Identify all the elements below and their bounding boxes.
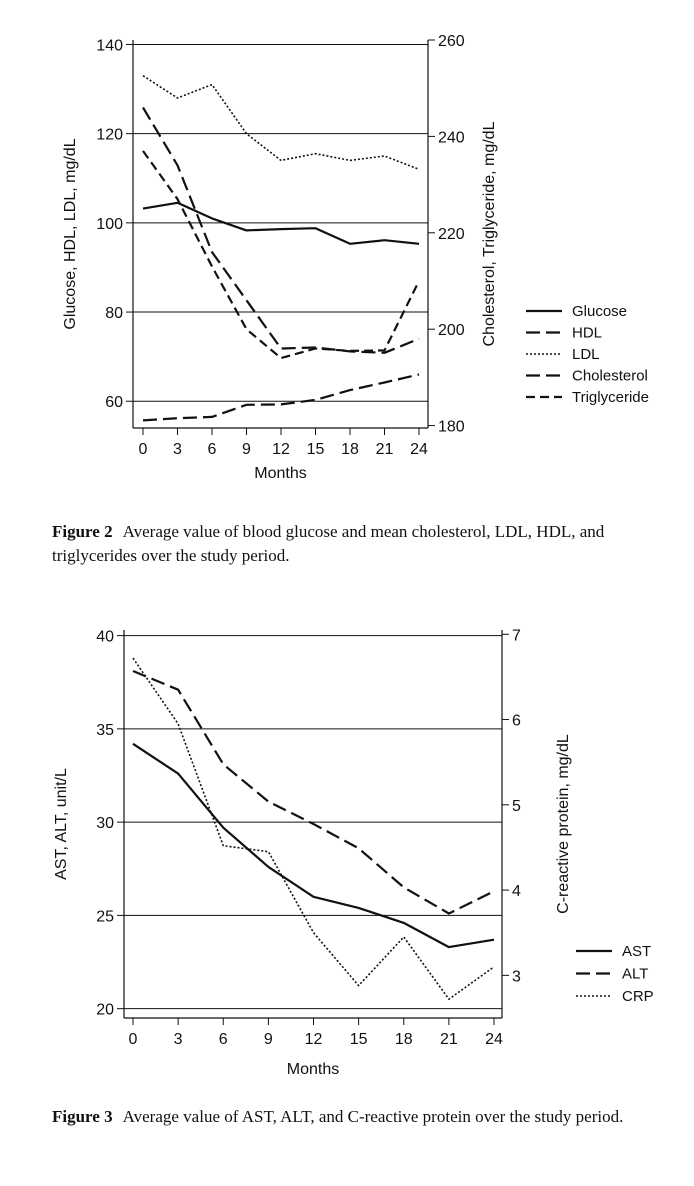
fig2-series-hdl-line [142,373,420,422]
fig3-series-crp-line [132,657,495,1001]
fig2-x-tick-label: 24 [410,441,428,458]
fig3-x-tick-label: 15 [350,1031,368,1048]
fig3-x-tick-label: 24 [485,1031,503,1048]
fig2-series-cholesterol-line [142,106,420,354]
figure-2-label: Figure 2 [52,522,113,541]
fig3-y-tick-label-right: 5 [512,798,521,815]
fig3-y-tick-label-left: 40 [96,629,114,646]
fig2-y-tick-label-left: 140 [96,37,123,54]
fig3-x-tick-label: 18 [395,1031,413,1048]
fig3-x-tick-label: 9 [264,1031,273,1048]
fig2-x-tick-label: 12 [272,441,290,458]
figure-3-chart: 20 25 30 35 40 3 4 5 6 7 0 3 6 9 12 15 18 21 24 Months AST, … [53,627,654,1078]
fig2-y-tick-label-right: 200 [438,322,465,339]
figure-2-chart: 60 80 100 120 140 180 200 220 240 260 0 3 6 9 12 15 18 21… [62,33,649,482]
fig3-x-axis-title: Months [287,1061,339,1078]
fig2-y-tick-label-left: 60 [105,394,123,411]
fig3-y-tick-label-left: 35 [96,722,114,739]
fig2-x-tick-label: 18 [341,441,359,458]
fig2-legend-label-hdl: HDL [572,325,602,342]
fig2-y-tick-label-right: 240 [438,129,465,146]
fig2-legend-label-triglyceride: Triglyceride [572,389,649,406]
fig3-y-axis-title-left: AST, ALT, unit/L [53,768,70,880]
fig3-x-tick-label: 6 [219,1031,228,1048]
fig3-y-tick-label-right: 6 [512,713,521,730]
fig2-y-tick-label-left: 80 [105,305,123,322]
fig2-series-triglyceride-line [142,150,420,360]
fig2-legend-label-ldl: LDL [572,346,600,363]
fig2-x-tick-label: 3 [173,441,182,458]
fig3-y-tick-label-left: 25 [96,908,114,925]
fig2-y-axis-title-right: Cholesterol, Triglyceride, mg/dL [481,121,498,346]
fig3-legend-label-ast: AST [622,943,651,960]
fig3-x-tick-label: 3 [174,1031,183,1048]
figure-3-label: Figure 3 [52,1107,113,1126]
fig3-y-axis-title-right: C-reactive protein, mg/dL [555,734,572,914]
fig2-y-tick-label-left: 120 [96,127,123,144]
figure-3-caption-text: Average value of AST, ALT, and C-reactiv… [122,1107,624,1126]
fig3-legend-label-alt: ALT [622,966,648,983]
fig3-series-ast-line [132,742,495,949]
fig3-x-tick-label: 12 [305,1031,323,1048]
fig3-legend-label-crp: CRP [622,988,654,1005]
fig2-y-tick-label-right: 260 [438,33,465,50]
fig2-x-tick-label: 0 [139,441,148,458]
fig2-legend-label-cholesterol: Cholesterol [572,368,648,385]
fig3-y-tick-label-left: 30 [96,815,114,832]
fig2-x-axis-title: Months [254,465,306,482]
fig2-y-tick-label-left: 100 [96,216,123,233]
figure-3-caption: Figure 3 Average value of AST, ALT, and C… [52,1105,672,1129]
fig2-y-axis-title-left: Glucose, HDL, LDL, mg/dL [62,138,79,329]
fig2-x-tick-label: 9 [242,441,251,458]
fig2-x-tick-label: 6 [208,441,217,458]
fig2-x-tick-label: 21 [376,441,394,458]
fig3-y-tick-label-right: 7 [512,627,521,644]
fig3-y-tick-label-right: 3 [512,968,521,985]
fig2-series-glucose-line [142,201,420,245]
fig2-series-ldl-line [142,75,420,171]
fig3-x-tick-label: 0 [129,1031,138,1048]
fig3-series-alt-line [132,669,495,915]
fig3-x-tick-label: 21 [440,1031,458,1048]
fig3-y-tick-label-left: 20 [96,1002,114,1019]
fig2-y-tick-label-right: 220 [438,226,465,243]
fig2-x-tick-label: 15 [307,441,325,458]
fig2-legend-label-glucose: Glucose [572,303,627,320]
figure-2-caption-text: Average value of blood glucose and mean … [52,522,605,565]
fig3-y-tick-label-right: 4 [512,883,521,900]
fig2-y-tick-label-right: 180 [438,419,465,436]
figure-2-caption: Figure 2 Average value of blood glucose a… [52,520,672,568]
